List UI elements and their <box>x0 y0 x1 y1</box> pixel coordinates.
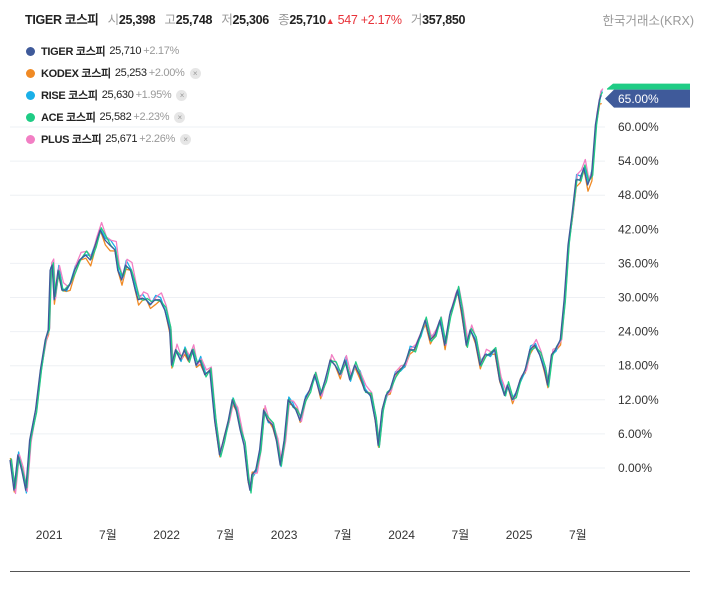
series-line-rise <box>10 90 603 494</box>
series-dot-icon <box>26 46 35 56</box>
legend-name: ACE 코스피 <box>41 112 96 124</box>
y-tick-label: 54.00% <box>618 154 659 168</box>
x-tick-label: 7월 <box>334 528 352 542</box>
quote-header: TIGER 코스피 시25,398 고25,748 저25,306 종25,71… <box>25 9 465 28</box>
legend-change: +2.23% <box>133 111 170 123</box>
legend-item-kodex[interactable]: KODEX 코스피 25,253 +2.00% × <box>26 62 201 84</box>
x-tick-label: 2024 <box>388 528 415 542</box>
volume-label: 거 <box>410 13 423 27</box>
y-tick-label: 36.00% <box>618 256 659 270</box>
legend-price: 25,630 <box>101 89 134 101</box>
up-triangle-icon: ▲ <box>325 16 335 26</box>
y-tick-label: 6.00% <box>618 427 652 441</box>
x-tick-label: 7월 <box>451 528 469 542</box>
data-source: 한국거래소(KRX) <box>602 14 694 28</box>
legend-change: +1.95% <box>135 89 172 101</box>
x-tick-label: 7월 <box>99 528 117 542</box>
close-label: 종 <box>278 13 290 27</box>
volume-value: 357,850 <box>422 13 466 27</box>
change-value: 547 <box>337 13 358 27</box>
series-dot-icon <box>26 112 35 122</box>
series-dot-icon <box>26 68 35 78</box>
legend-item-ace[interactable]: ACE 코스피 25,582 +2.23% × <box>26 106 201 128</box>
y-tick-label: 24.00% <box>618 325 659 339</box>
remove-series-icon[interactable]: × <box>176 89 188 101</box>
legend-price: 25,710 <box>109 45 142 57</box>
current-value-label: 65.00% <box>618 92 659 106</box>
high-value: 25,748 <box>175 13 213 27</box>
x-tick-label: 2023 <box>271 528 298 542</box>
x-tick-label: 7월 <box>217 528 235 542</box>
bottom-divider <box>10 571 690 572</box>
high-label: 고 <box>164 13 177 27</box>
legend-item-plus[interactable]: PLUS 코스피 25,671 +2.26% × <box>26 128 201 150</box>
series-line-ace <box>10 91 604 494</box>
legend-item-rise[interactable]: RISE 코스피 25,630 +1.95% × <box>26 84 201 106</box>
y-tick-label: 18.00% <box>618 359 659 373</box>
y-tick-label: 42.00% <box>618 222 659 236</box>
legend-change: +2.00% <box>148 67 185 79</box>
change-pct: +2.17% <box>360 13 402 27</box>
open-label: 시 <box>107 13 120 27</box>
series-dot-icon <box>26 134 35 144</box>
legend-name: RISE 코스피 <box>41 90 98 102</box>
current-value-badge <box>605 89 690 108</box>
y-tick-label: 12.00% <box>618 393 659 407</box>
y-tick-label: 0.00% <box>618 461 652 475</box>
legend-name: PLUS 코스피 <box>41 134 102 146</box>
y-tick-label: 30.00% <box>618 291 659 305</box>
legend: TIGER 코스피 25,710 +2.17% KODEX 코스피 25,253 +2.… <box>26 40 201 150</box>
x-tick-label: 2021 <box>36 528 63 542</box>
series-dot-icon <box>26 90 35 100</box>
legend-price: 25,253 <box>114 67 147 79</box>
remove-series-icon[interactable]: × <box>189 67 201 79</box>
x-tick-label: 2022 <box>153 528 180 542</box>
x-tick-label: 2025 <box>506 528 533 542</box>
y-tick-label: 60.00% <box>618 120 659 134</box>
low-label: 저 <box>221 13 233 27</box>
legend-price: 25,582 <box>99 111 132 123</box>
legend-item-tiger[interactable]: TIGER 코스피 25,710 +2.17% <box>26 40 201 62</box>
ticker-name: TIGER 코스피 <box>25 13 99 27</box>
y-tick-label: 48.00% <box>618 188 659 202</box>
remove-series-icon[interactable]: × <box>174 111 186 123</box>
close-value: 25,710 <box>289 13 326 27</box>
ace-value-badge <box>607 83 690 90</box>
legend-change: +2.26% <box>139 133 176 145</box>
open-value: 25,398 <box>118 13 156 27</box>
legend-price: 25,671 <box>105 133 138 145</box>
low-value: 25,306 <box>232 13 270 27</box>
remove-series-icon[interactable]: × <box>180 133 192 145</box>
legend-change: +2.17% <box>143 45 180 57</box>
legend-name: KODEX 코스피 <box>41 68 111 80</box>
x-tick-label: 7월 <box>569 528 587 542</box>
series-line-tiger <box>9 94 602 491</box>
legend-name: TIGER 코스피 <box>41 46 106 58</box>
